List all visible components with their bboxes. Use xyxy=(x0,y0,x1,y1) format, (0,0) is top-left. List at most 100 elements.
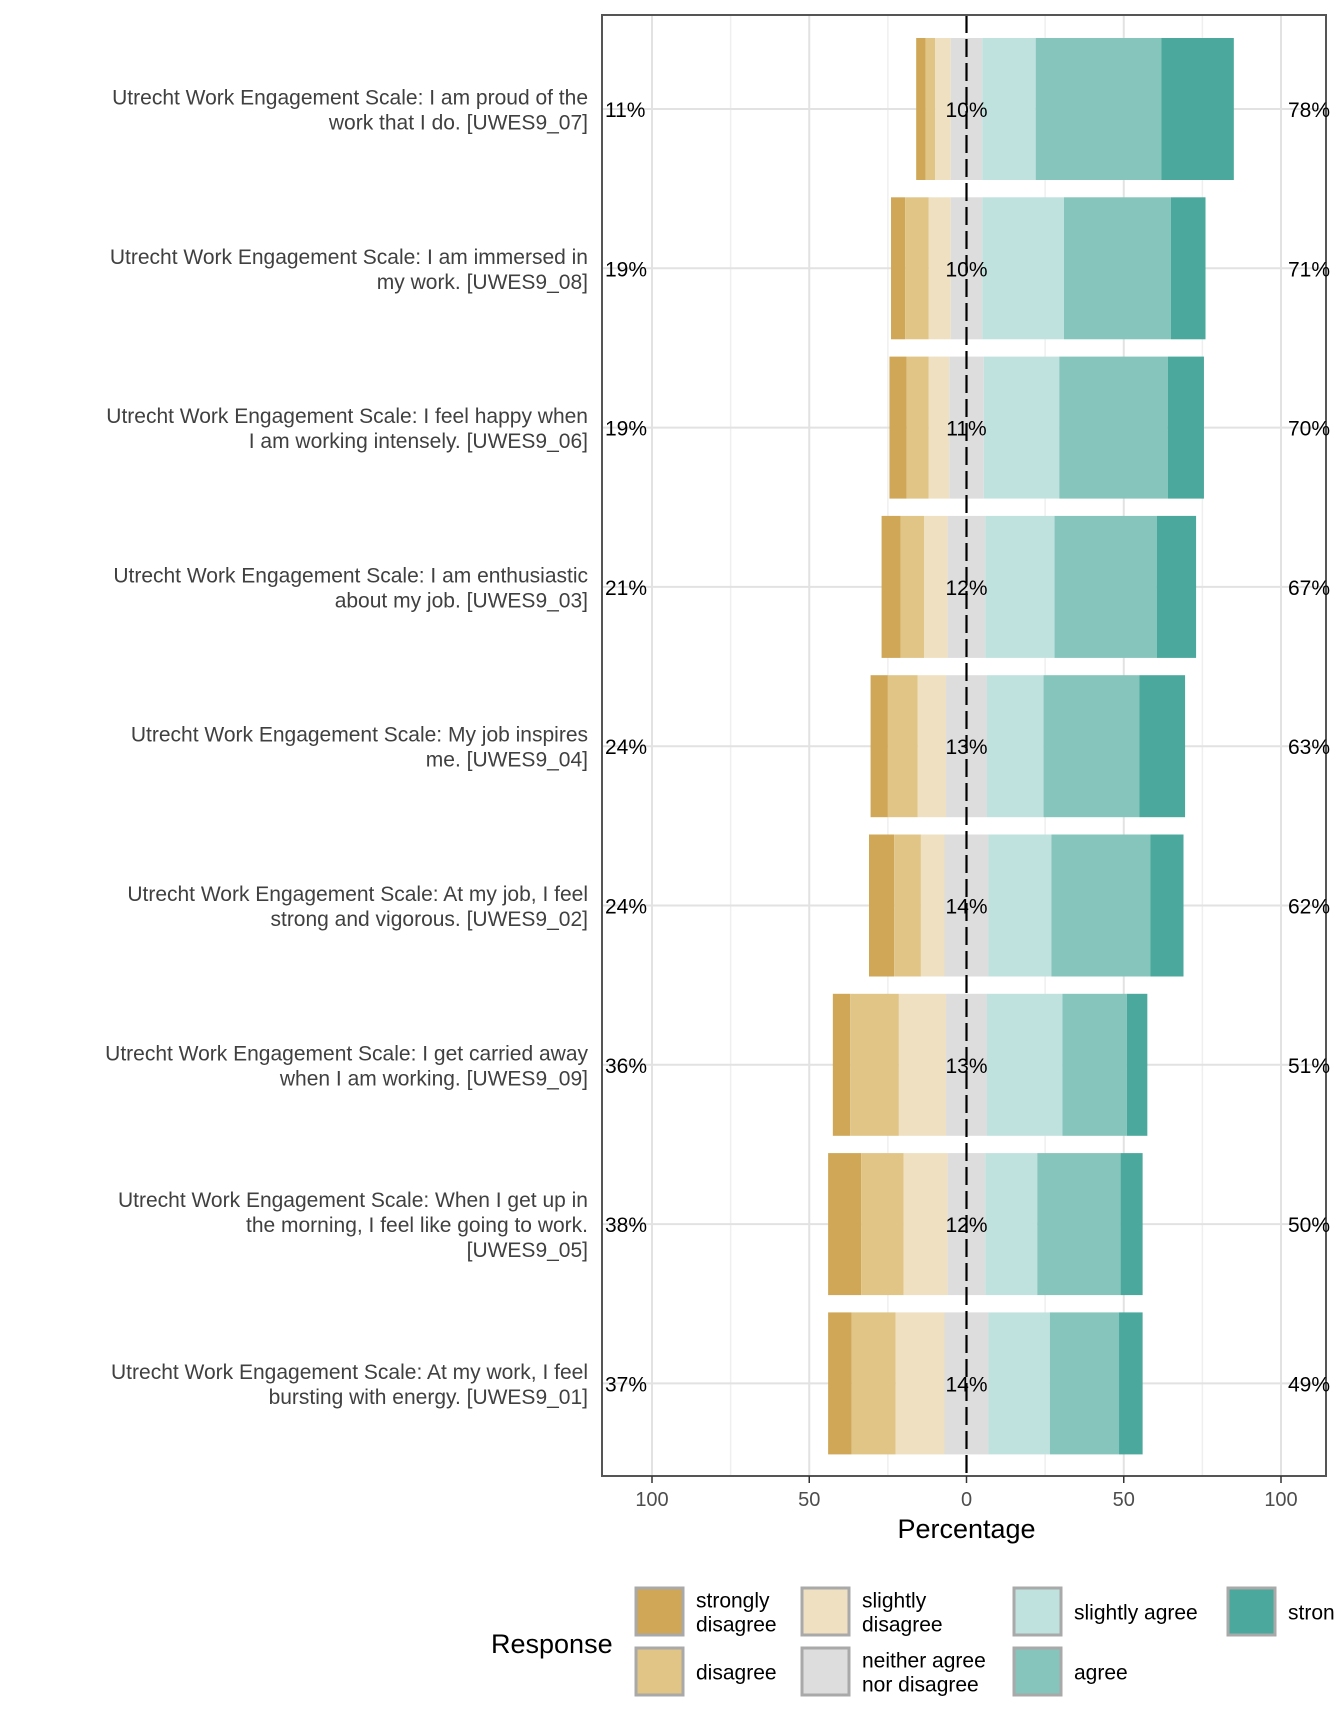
x-tick-label: 0 xyxy=(961,1489,972,1511)
bar-segment-neither xyxy=(947,515,986,658)
left-percent-label: 24% xyxy=(605,896,647,919)
bar-segment-strongly-agree xyxy=(1119,1312,1143,1455)
y-axis-label: Utrecht Work Engagement Scale: I am imme… xyxy=(110,246,588,269)
legend-label: disagree xyxy=(862,1614,943,1637)
bar-segment-disagree xyxy=(900,515,925,658)
bar-segment-disagree xyxy=(905,197,929,340)
x-tick-label: 100 xyxy=(635,1489,668,1511)
plot-border xyxy=(601,14,1327,1477)
right-percent-label: 49% xyxy=(1288,1373,1330,1396)
bar-segment-agree xyxy=(1035,38,1162,180)
y-axis-label: Utrecht Work Engagement Scale: I am prou… xyxy=(112,87,588,110)
y-axis-label: me. [UWES9_04] xyxy=(426,749,588,772)
bar-segment-strongly-agree xyxy=(1126,993,1148,1136)
bar-segment-strongly-disagree xyxy=(870,675,888,818)
legend-label: neither agree xyxy=(862,1650,986,1673)
right-percent-label: 62% xyxy=(1288,896,1330,919)
bar-segment-disagree xyxy=(925,38,936,180)
y-axis-label: work that I do. [UWES9_07] xyxy=(328,112,588,135)
bar-segment-disagree xyxy=(894,834,921,977)
bar-segment-agree xyxy=(1063,197,1171,340)
bar-segment-strongly-disagree xyxy=(889,356,907,499)
bar-segment-strongly-disagree xyxy=(881,515,901,658)
legend-label: stron xyxy=(1288,1602,1335,1625)
bar-segment-strongly-disagree xyxy=(832,993,851,1136)
bar-segment-disagree xyxy=(906,356,929,499)
left-percent-label: 19% xyxy=(605,418,647,441)
y-axis-label: Utrecht Work Engagement Scale: I feel ha… xyxy=(106,405,588,428)
left-percent-label: 37% xyxy=(605,1373,647,1396)
legend-key-strongly-agree xyxy=(1226,1586,1277,1637)
y-axis-label: [UWES9_05] xyxy=(467,1239,588,1262)
x-tick-label: 50 xyxy=(1113,1489,1135,1511)
right-percent-label: 78% xyxy=(1288,99,1330,122)
bar-segment-agree xyxy=(1037,1153,1121,1296)
legend-key-strongly-disagree xyxy=(634,1586,685,1637)
y-axis-label: Utrecht Work Engagement Scale: I get car… xyxy=(105,1042,588,1065)
y-axis-label: about my job. [UWES9_03] xyxy=(335,589,588,612)
neutral-percent-label: 13% xyxy=(945,736,987,759)
bar-segment-strongly-disagree xyxy=(916,38,926,180)
bar-segment-slightly-agree xyxy=(986,993,1063,1136)
neutral-percent-label: 12% xyxy=(945,577,987,600)
bar-segment-slightly-disagree xyxy=(895,1312,945,1455)
y-axis-label: Utrecht Work Engagement Scale: My job in… xyxy=(131,724,588,747)
bar-segment-slightly-disagree xyxy=(935,38,951,180)
bar-segment-slightly-disagree xyxy=(903,1153,948,1296)
y-axis-label: I am working intensely. [UWES9_06] xyxy=(249,430,588,453)
bar-segment-agree xyxy=(1054,515,1157,658)
x-tick-label: 50 xyxy=(798,1489,820,1511)
bar-segment-agree xyxy=(1062,993,1127,1136)
bar-segment-agree xyxy=(1049,1312,1120,1455)
neutral-percent-label: 13% xyxy=(945,1055,987,1078)
left-percent-label: 21% xyxy=(605,577,647,600)
y-axis-label: when I am working. [UWES9_09] xyxy=(279,1067,588,1090)
neutral-percent-label: 14% xyxy=(945,1373,987,1396)
bar-segment-strongly-disagree xyxy=(828,1153,862,1296)
legend-title: Response xyxy=(491,1629,613,1659)
bar-segment-disagree xyxy=(851,1312,896,1455)
y-axis-label: Utrecht Work Engagement Scale: I am enth… xyxy=(113,564,588,587)
y-axis-label: Utrecht Work Engagement Scale: At my wor… xyxy=(111,1361,588,1384)
bar-segment-strongly-agree xyxy=(1161,38,1234,180)
bar-segment-strongly-agree xyxy=(1139,675,1186,818)
bar-segment-slightly-disagree xyxy=(928,197,951,340)
left-percent-label: 24% xyxy=(605,736,647,759)
neutral-percent-label: 10% xyxy=(945,258,987,281)
bar-segment-agree xyxy=(1043,675,1140,818)
bar-segment-strongly-agree xyxy=(1150,834,1184,977)
legend-key-slightly-agree xyxy=(1012,1586,1063,1637)
bar-segment-slightly-disagree xyxy=(924,515,948,658)
bar-segment-slightly-agree xyxy=(988,1312,1050,1455)
neutral-percent-label: 11% xyxy=(946,418,986,441)
y-axis-label: my work. [UWES9_08] xyxy=(377,271,588,294)
right-percent-label: 63% xyxy=(1288,736,1330,759)
bar-segment-strongly-agree xyxy=(1156,515,1197,658)
bar-segment-slightly-agree xyxy=(985,1153,1038,1296)
bar-segment-disagree xyxy=(887,675,918,818)
right-percent-label: 67% xyxy=(1288,577,1330,600)
bar-segment-slightly-disagree xyxy=(917,675,947,818)
bar-segment-slightly-disagree xyxy=(920,834,945,977)
x-tick-label: 100 xyxy=(1264,1489,1297,1511)
left-percent-label: 11% xyxy=(605,99,645,122)
legend-key-neither xyxy=(800,1646,851,1697)
legend-label: disagree xyxy=(696,1662,777,1685)
bar-segment-slightly-agree xyxy=(982,197,1064,340)
legend-label: slightly xyxy=(862,1590,927,1613)
bar-segment-agree xyxy=(1051,834,1151,977)
right-percent-label: 50% xyxy=(1288,1214,1330,1237)
y-axis-label: strong and vigorous. [UWES9_02] xyxy=(270,908,588,931)
legend-label: nor disagree xyxy=(862,1674,979,1697)
legend-label: slightly agree xyxy=(1074,1602,1198,1625)
left-percent-label: 36% xyxy=(605,1055,647,1078)
legend-label: agree xyxy=(1074,1662,1128,1685)
legend-key-disagree xyxy=(634,1646,685,1697)
right-percent-label: 51% xyxy=(1288,1055,1330,1078)
y-axis-label: bursting with energy. [UWES9_01] xyxy=(269,1386,588,1409)
neutral-percent-label: 14% xyxy=(945,896,987,919)
legend-key-slightly-disagree xyxy=(800,1586,851,1637)
left-percent-label: 19% xyxy=(605,258,647,281)
y-axis-label: the morning, I feel like going to work. xyxy=(246,1214,588,1237)
